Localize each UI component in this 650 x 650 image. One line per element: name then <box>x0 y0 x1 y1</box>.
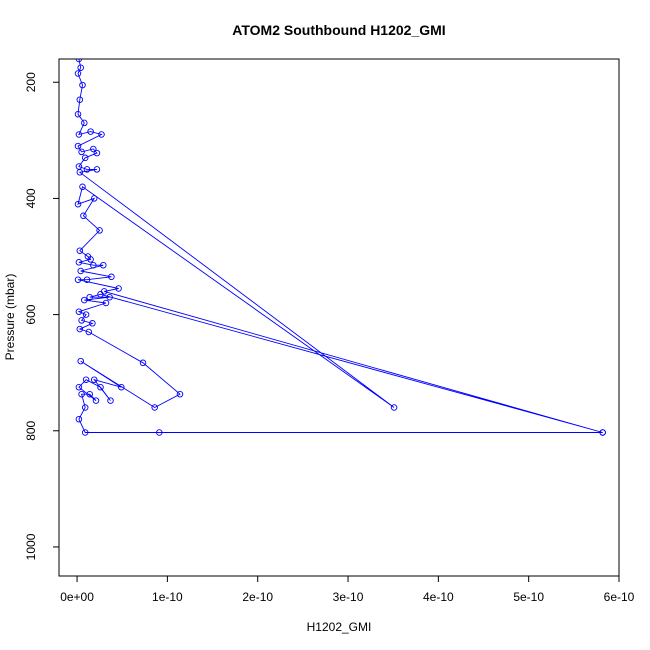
y-tick-label: 200 <box>24 72 38 92</box>
data-point <box>78 148 85 156</box>
data-point <box>108 273 115 281</box>
data-point <box>100 261 107 269</box>
data-point <box>85 328 93 336</box>
data-point <box>97 291 104 298</box>
x-tick-label: 2e-10 <box>242 590 273 604</box>
x-tick-label: 6e-10 <box>604 590 635 604</box>
data-point <box>107 397 114 404</box>
y-tick-label: 400 <box>24 188 38 208</box>
data-point <box>97 383 104 391</box>
data-point <box>79 81 86 89</box>
data-point <box>151 404 158 411</box>
data-point <box>78 390 85 398</box>
data-point <box>82 311 90 318</box>
data-point <box>87 128 94 135</box>
y-axis-label: Pressure (mbar) <box>3 274 17 361</box>
data-point <box>176 390 184 398</box>
data-point <box>139 359 147 367</box>
chart-title: ATOM2 Southbound H1202_GMI <box>232 22 445 38</box>
data-point <box>90 145 97 153</box>
data-point <box>115 285 122 292</box>
data-point <box>156 429 163 436</box>
data-point <box>390 404 398 411</box>
x-tick-label: 1e-10 <box>152 590 183 604</box>
plot-frame <box>58 58 620 577</box>
y-tick-label: 800 <box>24 420 38 440</box>
data-point <box>83 276 91 283</box>
data-point <box>74 276 82 283</box>
data-point <box>89 320 96 327</box>
data-point <box>76 247 84 254</box>
data-point <box>86 390 93 398</box>
data-point <box>98 131 105 138</box>
data-point <box>118 383 125 391</box>
data-point <box>87 256 94 263</box>
data-point <box>90 261 97 269</box>
data-point <box>76 169 84 176</box>
data-point <box>75 383 83 391</box>
data-point <box>74 110 82 118</box>
data-point <box>75 131 83 138</box>
data-point <box>81 154 89 162</box>
x-tick-label: 3e-10 <box>333 590 364 604</box>
data-point <box>75 59 83 63</box>
data-point <box>81 119 88 127</box>
data-point <box>86 293 93 301</box>
data-point <box>78 317 85 324</box>
x-tick-label: 5e-10 <box>513 590 544 604</box>
data-point <box>81 296 88 304</box>
data-point <box>93 166 101 173</box>
data-point <box>75 308 83 315</box>
data-point <box>76 96 84 103</box>
x-tick-label: 0e+00 <box>60 590 94 604</box>
data-point <box>74 70 82 77</box>
data-point <box>77 357 84 365</box>
data-point <box>74 142 82 150</box>
data-point <box>74 200 82 208</box>
data-point <box>90 195 98 202</box>
data-point <box>81 404 89 411</box>
data-point <box>93 149 101 157</box>
x-tick-label: 4e-10 <box>423 590 454 604</box>
data-point <box>82 376 90 383</box>
data-point <box>76 325 84 333</box>
data-point <box>106 293 113 301</box>
data-point <box>599 429 606 436</box>
y-tick-label: 600 <box>24 304 38 324</box>
y-tick-label: 1000 <box>24 533 38 560</box>
data-point <box>77 64 84 71</box>
data-point <box>75 415 83 423</box>
data-point <box>77 267 84 275</box>
data-point <box>81 429 89 436</box>
data-point <box>79 183 86 191</box>
data-point <box>96 227 103 234</box>
x-axis: 0e+00 1e-10 2e-10 3e-10 4e-10 5e-10 6e-10 <box>60 575 635 604</box>
data-point <box>80 212 87 220</box>
data-point <box>83 166 91 173</box>
data-point <box>75 259 83 266</box>
x-axis-label: H1202_GMI <box>307 620 372 634</box>
data-point <box>92 397 100 404</box>
data-point <box>90 376 98 383</box>
y-axis: 200 400 600 800 1000 <box>24 72 60 560</box>
data-point <box>102 299 110 307</box>
series-line <box>77 59 603 433</box>
